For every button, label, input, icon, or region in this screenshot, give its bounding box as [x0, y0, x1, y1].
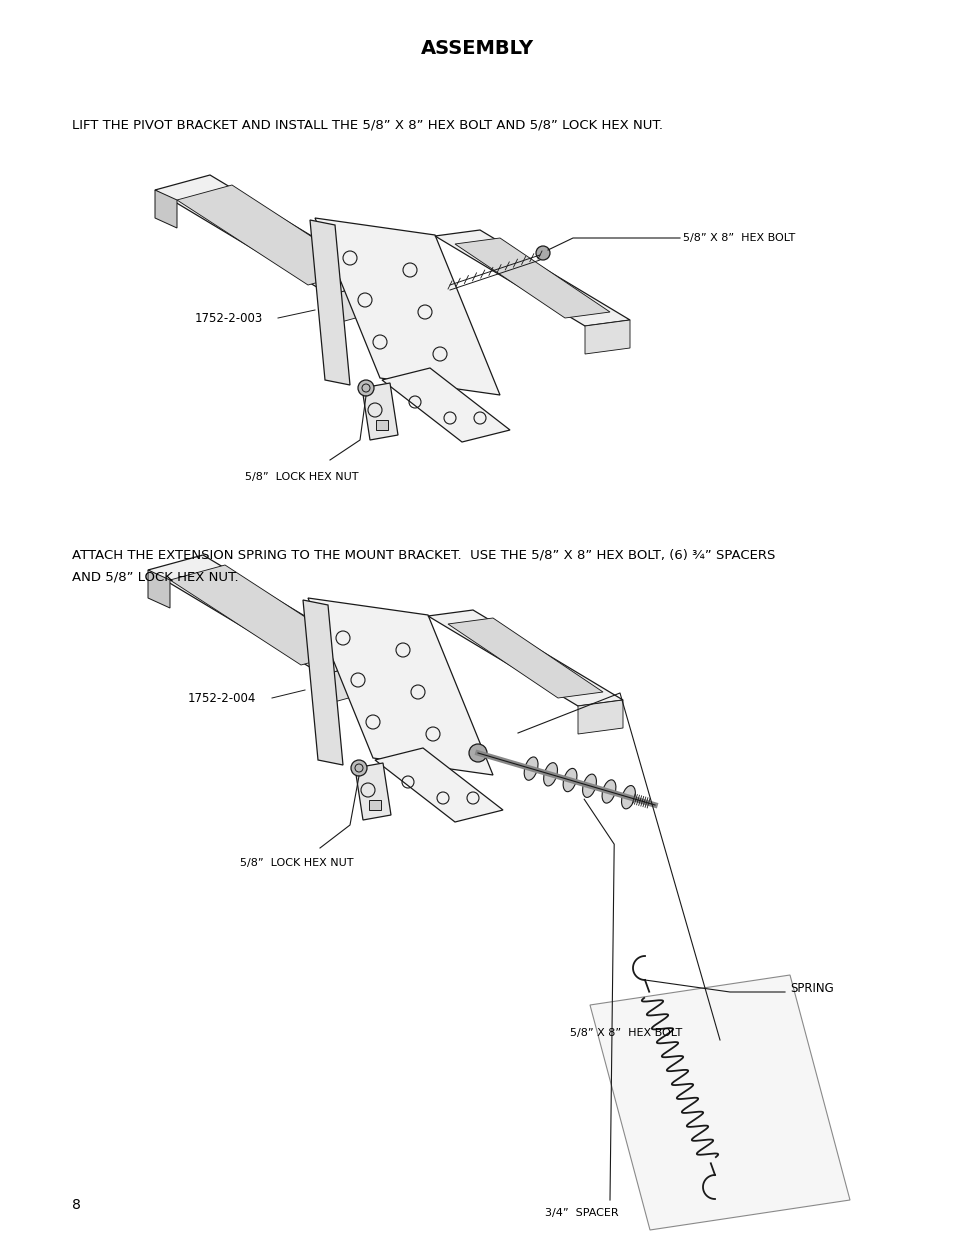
Ellipse shape: [620, 785, 635, 809]
Text: ASSEMBLY: ASSEMBLY: [420, 38, 533, 58]
Circle shape: [357, 380, 374, 396]
Polygon shape: [448, 618, 602, 698]
Ellipse shape: [523, 757, 537, 781]
Circle shape: [536, 246, 550, 261]
Text: 8: 8: [71, 1198, 81, 1212]
Text: 5/8” X 8”  HEX BOLT: 5/8” X 8” HEX BOLT: [682, 233, 795, 243]
Polygon shape: [154, 175, 385, 295]
Polygon shape: [381, 368, 510, 442]
Polygon shape: [361, 383, 397, 440]
Ellipse shape: [543, 763, 557, 785]
Polygon shape: [148, 555, 377, 676]
Polygon shape: [455, 238, 609, 317]
Polygon shape: [428, 610, 622, 706]
Polygon shape: [578, 700, 622, 734]
Text: 5/8”  LOCK HEX NUT: 5/8” LOCK HEX NUT: [240, 858, 354, 868]
Polygon shape: [589, 974, 849, 1230]
Text: 3/4”  SPACER: 3/4” SPACER: [544, 1208, 618, 1218]
Text: AND 5/8” LOCK HEX NUT.: AND 5/8” LOCK HEX NUT.: [71, 571, 238, 583]
Circle shape: [351, 760, 367, 776]
Text: 5/8”  LOCK HEX NUT: 5/8” LOCK HEX NUT: [245, 472, 358, 482]
Text: 1752-2-003: 1752-2-003: [194, 311, 263, 325]
Polygon shape: [323, 659, 377, 705]
Polygon shape: [375, 748, 502, 823]
Polygon shape: [330, 280, 385, 325]
Polygon shape: [314, 219, 499, 395]
Ellipse shape: [562, 768, 577, 792]
Polygon shape: [584, 320, 629, 354]
Bar: [369, 800, 380, 810]
Polygon shape: [308, 598, 493, 776]
Polygon shape: [435, 230, 629, 326]
Text: SPRING: SPRING: [789, 982, 833, 994]
Ellipse shape: [582, 774, 596, 798]
Circle shape: [469, 743, 486, 762]
Polygon shape: [170, 564, 355, 664]
Polygon shape: [177, 185, 363, 285]
Polygon shape: [148, 571, 170, 608]
Polygon shape: [303, 600, 343, 764]
Text: 5/8” X 8”  HEX BOLT: 5/8” X 8” HEX BOLT: [569, 1028, 681, 1037]
Text: LIFT THE PIVOT BRACKET AND INSTALL THE 5/8” X 8” HEX BOLT AND 5/8” LOCK HEX NUT.: LIFT THE PIVOT BRACKET AND INSTALL THE 5…: [71, 119, 662, 131]
Polygon shape: [310, 220, 350, 385]
Polygon shape: [154, 190, 177, 228]
Text: ATTACH THE EXTENSION SPRING TO THE MOUNT BRACKET.  USE THE 5/8” X 8” HEX BOLT, (: ATTACH THE EXTENSION SPRING TO THE MOUNT…: [71, 548, 775, 561]
Bar: [375, 420, 388, 430]
Text: 1752-2-004: 1752-2-004: [188, 692, 256, 704]
Polygon shape: [355, 763, 391, 820]
Ellipse shape: [601, 779, 616, 803]
